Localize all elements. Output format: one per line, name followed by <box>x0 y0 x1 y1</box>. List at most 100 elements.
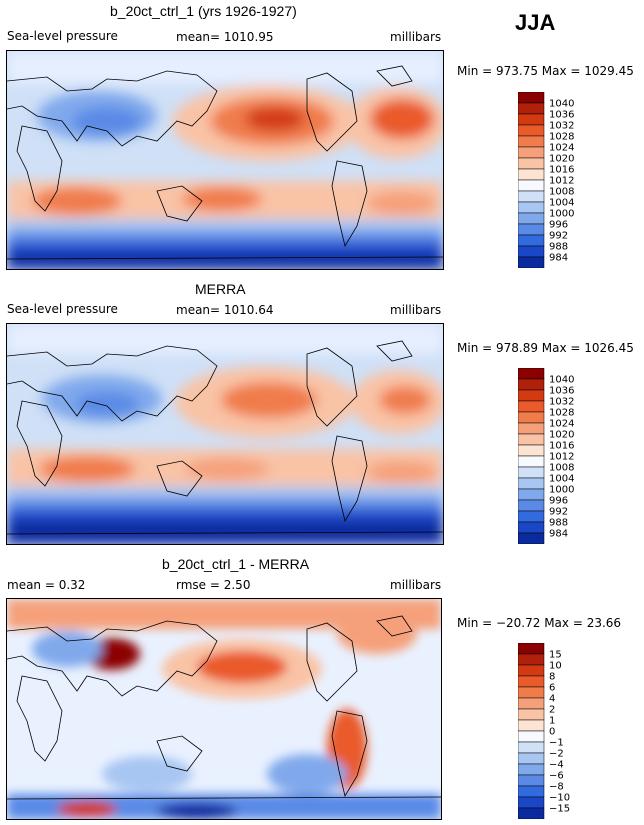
panel2-minmax: Min = 978.89 Max = 1026.45 <box>457 341 634 355</box>
colorbar-swatch <box>518 92 545 104</box>
arctic-band <box>7 51 443 83</box>
colorbar-swatch <box>518 135 545 148</box>
panel3-coastlines <box>7 615 441 800</box>
north-pacific-anomaly-core <box>197 651 287 683</box>
panel2-coastlines <box>7 340 443 535</box>
colorbar-tick-label: −6 <box>549 771 564 782</box>
south-pacific-high <box>182 187 262 211</box>
colorbar-swatch <box>518 796 545 809</box>
panel2-title: MERRA <box>195 281 246 297</box>
colorbar-tick-label: 1024 <box>549 143 574 154</box>
southern-band-2 <box>7 498 443 510</box>
colorbar-swatch <box>518 741 545 754</box>
southern-band-2 <box>7 231 443 243</box>
colorbar-tick-label: 1012 <box>549 452 574 463</box>
colorbar-swatch <box>518 763 545 776</box>
colorbar-tick-label: 1020 <box>549 430 574 441</box>
colorbar-swatch <box>518 686 545 699</box>
colorbar-swatch <box>518 223 545 236</box>
colorbar-swatch <box>518 675 545 688</box>
colorbar-swatch <box>518 643 545 655</box>
colorbar-tick-label: 988 <box>549 518 568 529</box>
colorbar-tick-label: −8 <box>549 782 564 793</box>
colorbar-tick-label: 984 <box>549 253 568 264</box>
colorbar-tick-label: 0 <box>549 727 555 738</box>
colorbar-swatch <box>518 785 545 798</box>
panel3-map-svg <box>7 599 441 819</box>
colorbar-swatch <box>518 466 545 479</box>
colorbar-swatch <box>518 774 545 787</box>
colorbar-tick-label: −4 <box>549 760 564 771</box>
arctic-band <box>7 324 443 354</box>
colorbar-tick-label: 1036 <box>549 110 574 121</box>
colorbar-tick-label: −2 <box>549 749 564 760</box>
siberia-anomaly <box>32 631 102 667</box>
panel1-variable: Sea-level pressure <box>7 29 118 43</box>
colorbar-tick-label: 1000 <box>549 485 574 496</box>
colorbar-swatch <box>518 653 545 666</box>
colorbar-swatch <box>518 730 545 743</box>
colorbar-swatch <box>518 807 545 819</box>
colorbar-tick-label: 2 <box>549 705 555 716</box>
colorbar-tick-label: 1024 <box>549 419 574 430</box>
panel3-map <box>6 598 442 820</box>
colorbar-tick-label: 1028 <box>549 408 574 419</box>
panel1-coastlines <box>7 65 443 260</box>
azores-high-core <box>379 386 431 414</box>
panel3-minmax: Min = −20.72 Max = 23.66 <box>457 616 622 630</box>
colorbar-tick-label: 1000 <box>549 209 574 220</box>
colorbar-swatch <box>518 499 545 512</box>
colorbar-swatch <box>518 146 545 159</box>
colorbar-tick-label: 4 <box>549 694 555 705</box>
colorbar-swatch <box>518 102 545 115</box>
panel3-title: b_20ct_ctrl_1 - MERRA <box>162 556 310 572</box>
panel1-units: millibars <box>390 30 442 44</box>
colorbar-swatch <box>518 245 545 258</box>
colorbar-tick-label: 1008 <box>549 463 574 474</box>
colorbar-swatch <box>518 234 545 247</box>
colorbar-tick-label: 1040 <box>549 99 574 110</box>
south-atlantic-high <box>367 191 437 215</box>
panel1-map-svg <box>7 51 443 269</box>
colorbar-tick-label: 8 <box>549 672 555 683</box>
panel1-colorbar: 1040 1036 1032 1028 1024 1020 1016 1012 1008 1004… <box>518 92 608 268</box>
colorbar-swatch <box>518 190 545 203</box>
panel2-colorbar: 1040 1036 1032 1028 1024 1020 1016 1012 1008 1004… <box>518 368 608 544</box>
colorbar-tick-label: 1028 <box>549 132 574 143</box>
panel3-fields <box>7 599 441 819</box>
season-label: JJA <box>515 10 556 35</box>
panel1-minmax: Min = 973.75 Max = 1029.45 <box>457 64 634 78</box>
panel2-map <box>6 323 444 545</box>
colorbar-swatch <box>518 212 545 225</box>
colorbar-swatch <box>518 124 545 137</box>
colorbar-tick-label: 992 <box>549 231 568 242</box>
colorbar-tick-label: 1004 <box>549 474 574 485</box>
panel3-mean: mean = 0.32 <box>7 578 86 592</box>
colorbar-swatch <box>518 719 545 732</box>
colorbar-swatch <box>518 422 545 435</box>
colorbar-tick-label: 988 <box>549 242 568 253</box>
colorbar-tick-label: 1016 <box>549 441 574 452</box>
colorbar-tick-label: 15 <box>549 650 562 661</box>
panel3-colorbar: 15 10 8 6 4 2 1 0 −1 −2 −4 −6 −8 −10 −15 <box>518 643 608 819</box>
panel1-fields <box>7 51 443 269</box>
colorbar-tick-label: 992 <box>549 507 568 518</box>
south-atlantic-high <box>366 461 438 483</box>
colorbar-tick-label: 1032 <box>549 397 574 408</box>
panel2-variable: Sea-level pressure <box>7 302 118 316</box>
azores-high-core <box>370 99 434 139</box>
panel2-mean: mean= 1010.64 <box>176 303 274 317</box>
panel3-units: millibars <box>390 578 442 592</box>
colorbar-tick-label: 1020 <box>549 154 574 165</box>
colorbar-swatch <box>518 697 545 710</box>
colorbar-tick-label: −10 <box>549 793 570 804</box>
colorbar-swatch <box>518 157 545 170</box>
panel2-units: millibars <box>390 303 442 317</box>
north-pacific-high-core <box>221 382 317 418</box>
colorbar-swatch <box>518 444 545 457</box>
atlantic-north-anomaly <box>337 614 417 654</box>
colorbar-swatch <box>518 532 545 544</box>
asia-low-core <box>75 392 139 416</box>
colorbar-tick-label: 996 <box>549 220 568 231</box>
